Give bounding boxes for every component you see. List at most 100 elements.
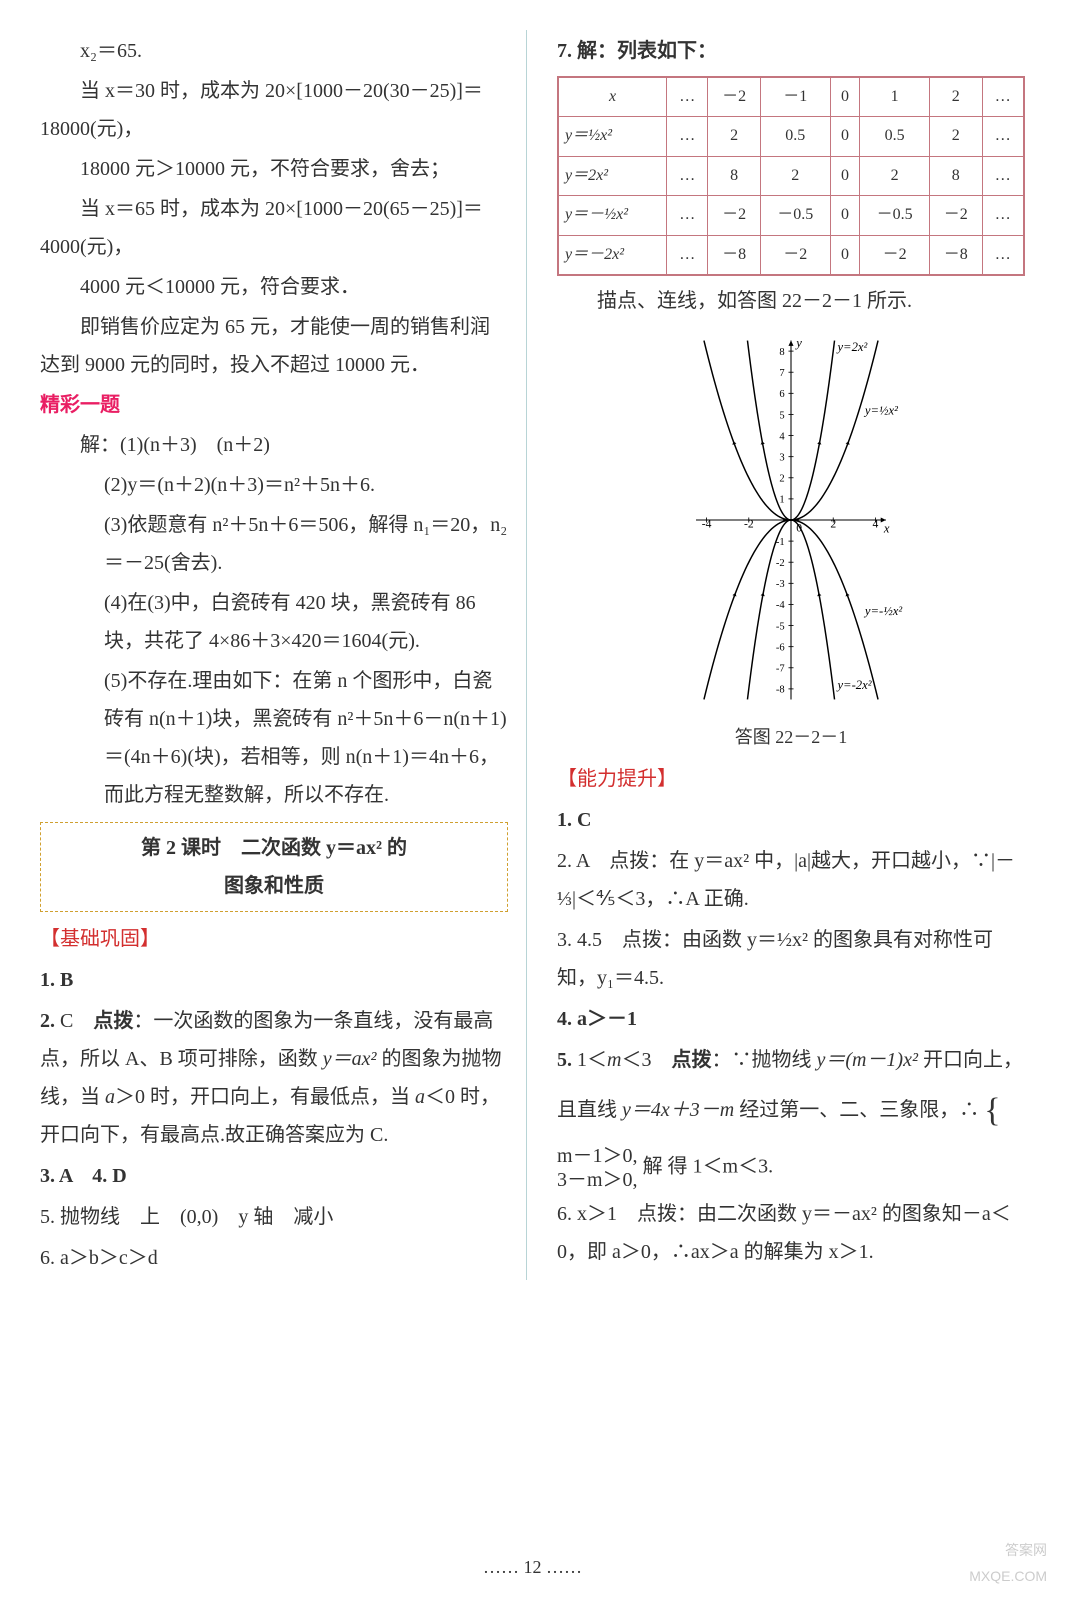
after-table-text: 描点、连线，如答图 22－2－1 所示. xyxy=(557,282,1025,320)
table-cell: y＝½x² xyxy=(558,117,667,156)
table-header-cell: 0 xyxy=(830,77,860,117)
table-cell: 2 xyxy=(929,117,982,156)
svg-text:-7: -7 xyxy=(776,664,785,675)
page-root: x₂＝65. 当 x＝30 时，成本为 20×[1000－20(30－25)]＝… xyxy=(40,30,1025,1280)
right-column: 7. 解：列表如下： x…－2－1012…y＝½x²…20.500.52…y＝2… xyxy=(547,30,1025,1280)
table-cell: … xyxy=(982,235,1024,275)
svg-text:-4: -4 xyxy=(702,517,712,530)
ability-answers: 1. C 2. A 点拨：在 y＝ax² 中，|a|越大，开口越小，∵|－⅓|＜… xyxy=(557,801,1025,1271)
brace-bot: 3－m＞0, xyxy=(557,1169,638,1191)
q7-header: 7. 解：列表如下： xyxy=(557,32,1025,70)
text-line: 即销售价应定为 65 元，才能使一周的销售利润达到 9000 元的同时，投入不超… xyxy=(40,308,508,384)
svg-text:7: 7 xyxy=(779,368,784,379)
a5-tail: 解 得 1＜m＜3. xyxy=(643,1155,774,1177)
svg-text:y=-½x²: y=-½x² xyxy=(863,604,902,618)
table-cell: … xyxy=(982,117,1024,156)
svg-text:-5: -5 xyxy=(776,621,785,632)
text-line: 当 x＝30 时，成本为 20×[1000－20(30－25)]＝18000(元… xyxy=(40,72,508,148)
watermark: 答案网 MXQE.COM xyxy=(969,1537,1047,1590)
function-value-table: x…－2－1012…y＝½x²…20.500.52…y＝2x²…82028…y＝… xyxy=(557,76,1025,276)
table-cell: y＝－½x² xyxy=(558,196,667,235)
table-cell: －2 xyxy=(760,235,830,275)
answer-item: 3. 4.5 点拨：由函数 y＝½x² 的图象具有对称性可知，y₁＝4.5. xyxy=(557,921,1025,997)
table-cell: －2 xyxy=(929,196,982,235)
solution-line: (3)依题意有 n²＋5n＋6＝506，解得 n₁＝20，n₂＝－25(舍去). xyxy=(40,506,508,582)
table-cell: 0 xyxy=(830,196,860,235)
graph-caption: 答图 22－2－1 xyxy=(557,720,1025,754)
text-line: 当 x＝65 时，成本为 20×[1000－20(65－25)]＝4000(元)… xyxy=(40,190,508,266)
watermark-top: 答案网 xyxy=(969,1537,1047,1564)
page-number: …… 12 …… xyxy=(0,1550,1065,1584)
solution-line: (2)y＝(n＋2)(n＋3)＝n²＋5n＋6. xyxy=(40,466,508,504)
watermark-bottom: MXQE.COM xyxy=(969,1563,1047,1590)
table-cell: y＝－2x² xyxy=(558,235,667,275)
table-cell: 8 xyxy=(929,156,982,195)
solution-line: 解：(1)(n＋3) (n＋2) xyxy=(40,426,508,464)
svg-text:4: 4 xyxy=(779,431,785,442)
parabola-graph: -4-224-8-7-6-5-4-3-2-1123456780xyy=2x²y=… xyxy=(621,330,961,710)
table-header-cell: … xyxy=(667,77,708,117)
text-line: x₂＝65. xyxy=(40,32,508,70)
svg-text:y: y xyxy=(794,336,802,350)
svg-text:-8: -8 xyxy=(776,685,785,696)
answer-item: 1. C xyxy=(557,801,1025,839)
text-line: 4000 元＜10000 元，符合要求． xyxy=(40,268,508,306)
svg-text:5: 5 xyxy=(779,410,784,421)
table-cell: －0.5 xyxy=(860,196,930,235)
answer-item: 1. B xyxy=(40,961,508,999)
table-cell: 2 xyxy=(860,156,930,195)
table-cell: 0.5 xyxy=(860,117,930,156)
table-cell: 0.5 xyxy=(760,117,830,156)
table-header-cell: … xyxy=(982,77,1024,117)
table-cell: 2 xyxy=(760,156,830,195)
table-cell: －0.5 xyxy=(760,196,830,235)
table-cell: 0 xyxy=(830,117,860,156)
table-cell: … xyxy=(982,156,1024,195)
table-cell: －2 xyxy=(708,196,761,235)
section-header-basic: 【基础巩固】 xyxy=(40,920,508,958)
svg-text:6: 6 xyxy=(779,389,784,400)
svg-text:-3: -3 xyxy=(776,579,785,590)
table-header-cell: 1 xyxy=(860,77,930,117)
table-cell: －8 xyxy=(929,235,982,275)
table-cell: 2 xyxy=(708,117,761,156)
lesson-title-box: 第 2 课时 二次函数 y＝ax² 的 图象和性质 xyxy=(40,822,508,912)
answer-item: 3. A 4. D xyxy=(40,1157,508,1195)
basic-answers: 1. B 2. 2. C 点拨：一次函数的图象为一条直线，没有最高点，所以 A、… xyxy=(40,961,508,1277)
table-cell: … xyxy=(667,235,708,275)
table-cell: －8 xyxy=(708,235,761,275)
answer-item: 2. 2. C 点拨：一次函数的图象为一条直线，没有最高点，所以 A、B 项可排… xyxy=(40,1002,508,1154)
svg-text:4: 4 xyxy=(873,517,879,530)
table-cell: 0 xyxy=(830,156,860,195)
svg-text:y=-2x²: y=-2x² xyxy=(835,678,871,692)
text-line: 18000 元＞10000 元，不符合要求，舍去； xyxy=(40,150,508,188)
answer-item: 5. 抛物线 上 (0,0) y 轴 减小 xyxy=(40,1198,508,1236)
answer-item: 6. x＞1 点拨：由二次函数 y＝－ax² 的图象知－a＜0，即 a＞0，∴a… xyxy=(557,1195,1025,1271)
table-header-cell: －2 xyxy=(708,77,761,117)
table-cell: … xyxy=(667,196,708,235)
table-cell: … xyxy=(982,196,1024,235)
svg-text:1: 1 xyxy=(779,495,784,506)
svg-text:y=½x²: y=½x² xyxy=(863,403,898,417)
svg-text:-4: -4 xyxy=(776,600,786,611)
svg-text:-6: -6 xyxy=(776,642,785,653)
table-cell: －2 xyxy=(860,235,930,275)
section-header-ability: 【能力提升】 xyxy=(557,760,1025,798)
svg-text:x: x xyxy=(883,522,890,536)
svg-text:y=2x²: y=2x² xyxy=(835,340,867,354)
lesson-title-line2: 图象和性质 xyxy=(51,867,497,905)
table-header-cell: 2 xyxy=(929,77,982,117)
lesson-title-line1: 第 2 课时 二次函数 y＝ax² 的 xyxy=(51,829,497,867)
svg-text:8: 8 xyxy=(779,347,784,358)
svg-text:2: 2 xyxy=(830,517,836,530)
brace-top: m－1＞0, xyxy=(557,1145,638,1167)
table-cell: … xyxy=(667,117,708,156)
answer-item: 5. 1＜m＜3 点拨：∵抛物线 y＝(m－1)x² 开口向上，且直线 y＝4x… xyxy=(557,1041,1025,1192)
table-header-cell: －1 xyxy=(760,77,830,117)
table-cell: y＝2x² xyxy=(558,156,667,195)
answer-item: 2. A 点拨：在 y＝ax² 中，|a|越大，开口越小，∵|－⅓|＜⅘＜3，∴… xyxy=(557,842,1025,918)
answer-item: 6. a＞b＞c＞d xyxy=(40,1239,508,1277)
section-header-jingcai: 精彩一题 xyxy=(40,386,508,424)
table-cell: … xyxy=(667,156,708,195)
svg-text:3: 3 xyxy=(779,452,784,463)
